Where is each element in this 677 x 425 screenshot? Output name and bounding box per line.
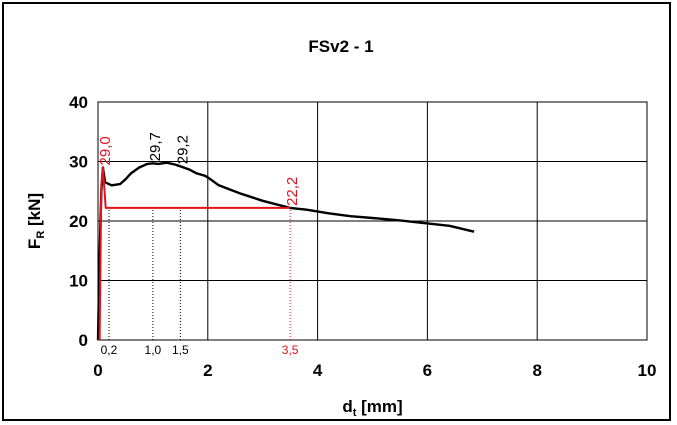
marker-label: 0,2 — [101, 343, 118, 357]
marker-label: 3,5 — [282, 343, 299, 357]
y-axis-title: FR [kN] — [25, 193, 47, 249]
marker-lines: 0,2 1,0 1,5 3,5 — [101, 207, 299, 357]
grid — [97, 101, 648, 341]
y-tick-label: 10 — [69, 272, 88, 291]
y-tick-labels: 0 10 20 30 40 — [69, 93, 88, 350]
x-tick-label: 10 — [638, 361, 657, 380]
data-label: 22,2 — [284, 177, 301, 206]
y-tick-label: 0 — [79, 331, 88, 350]
data-label: 29,7 — [147, 132, 164, 161]
y-tick-label: 20 — [69, 212, 88, 231]
x-tick-label: 4 — [313, 361, 323, 380]
annotations: 29,0 29,7 29,2 22,2 — [97, 132, 301, 206]
x-tick-labels: 0 2 4 6 8 10 — [93, 361, 656, 380]
x-tick-label: 6 — [423, 361, 432, 380]
series-line-2 — [98, 166, 291, 341]
y-tick-label: 40 — [69, 93, 88, 112]
x-axis-title: dt [mm] — [342, 397, 402, 419]
data-label: 29,0 — [97, 136, 114, 165]
series-line-1 — [96, 161, 475, 341]
x-tick-label: 0 — [93, 361, 102, 380]
y-axis-label: FR [kN] — [25, 193, 47, 249]
series-layer — [96, 161, 475, 341]
chart-title: FSv2 - 1 — [308, 37, 373, 56]
data-label: 29,2 — [174, 135, 191, 164]
marker-label: 1,5 — [172, 343, 189, 357]
x-tick-label: 8 — [532, 361, 541, 380]
chart-frame — [2, 2, 671, 421]
x-tick-label: 2 — [203, 361, 212, 380]
x-axis-label: dt [mm] — [342, 397, 402, 419]
marker-label: 1,0 — [145, 343, 162, 357]
y-tick-label: 30 — [69, 153, 88, 172]
